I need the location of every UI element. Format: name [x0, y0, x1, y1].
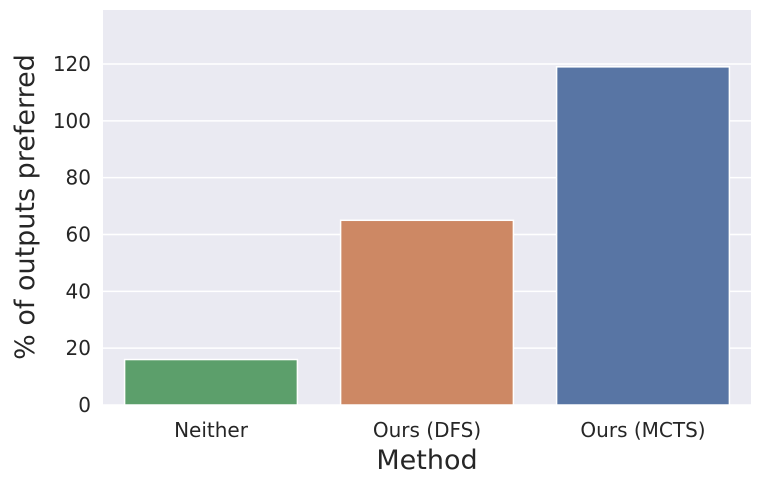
y-tick-label: 100: [53, 109, 91, 133]
bars: [123, 66, 731, 406]
y-tick-label: 80: [66, 166, 91, 190]
bar: [339, 219, 515, 406]
y-tick-labels: 0 20 40 60 80 100 120: [53, 52, 91, 417]
x-tick-labels: Neither Ours (DFS) Ours (MCTS): [174, 418, 706, 442]
y-tick-label: 120: [53, 52, 91, 76]
y-tick-label: 0: [78, 393, 91, 417]
x-axis-title: Method: [376, 445, 477, 476]
y-tick-label: 40: [66, 279, 91, 303]
x-tick-label: Ours (MCTS): [580, 418, 705, 442]
bar: [555, 66, 731, 406]
y-tick-label: 20: [66, 336, 91, 360]
y-axis-title: % of outputs preferred: [10, 54, 41, 360]
x-tick-label: Neither: [174, 418, 249, 442]
x-tick-label: Ours (DFS): [373, 418, 481, 442]
y-tick-label: 60: [66, 222, 91, 246]
bar: [123, 358, 299, 406]
